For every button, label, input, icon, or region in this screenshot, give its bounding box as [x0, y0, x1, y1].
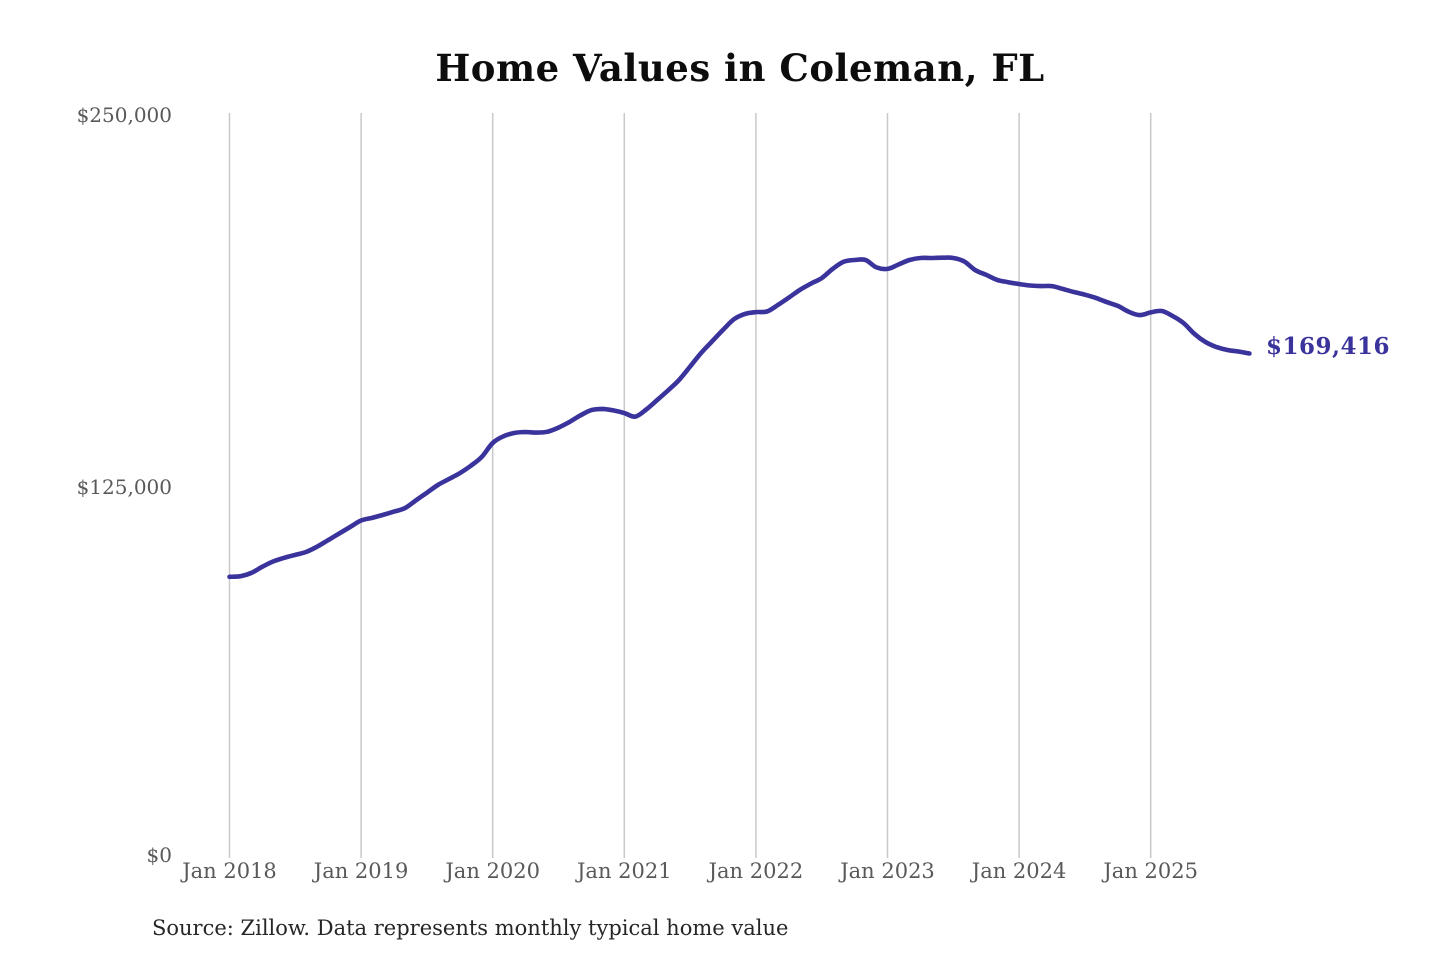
x-axis-tick-2022: Jan 2022	[708, 859, 804, 883]
x-axis-tick-2023: Jan 2023	[840, 859, 935, 883]
x-axis-tick-2018: Jan 2018	[182, 859, 277, 883]
x-axis-tick-2021: Jan 2021	[577, 859, 672, 883]
chart-title: Home Values in Coleman, FL	[435, 46, 1045, 90]
x-axis-tick-2024: Jan 2024	[971, 859, 1067, 883]
vertical-gridlines	[228, 113, 1152, 858]
x-axis-tick-2019: Jan 2019	[313, 859, 409, 883]
home-value-line	[227, 255, 1252, 580]
x-axis-tick-2025: Jan 2025	[1103, 859, 1198, 883]
source-note: Source: Zillow. Data represents monthly …	[152, 916, 789, 940]
x-axis-tick-2020: Jan 2020	[445, 859, 540, 883]
y-axis-tick-125000: $125,000	[76, 475, 172, 499]
latest-value-label: $169,416	[1266, 333, 1391, 360]
y-axis-tick-0: $0	[146, 843, 172, 867]
y-axis-tick-250000: $250,000	[76, 103, 172, 127]
